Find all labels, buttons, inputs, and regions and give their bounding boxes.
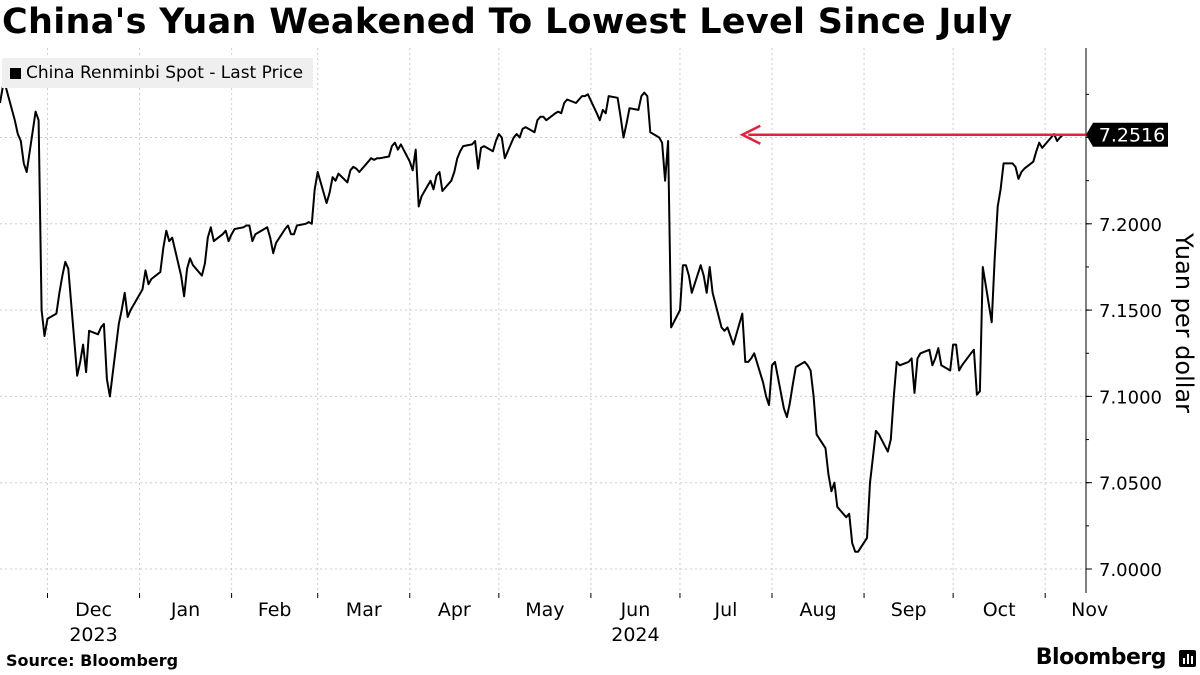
x-tick-label: Sep xyxy=(891,599,927,621)
y-tick-label: 7.2000 xyxy=(1099,215,1162,236)
y-tick-label: 7.0000 xyxy=(1099,560,1162,581)
x-tick-label: Jan xyxy=(170,599,200,621)
source-note: Source: Bloomberg xyxy=(6,651,179,670)
x-year-label: 2024 xyxy=(611,624,659,646)
series-line-cny xyxy=(0,84,1064,553)
chart-title: China's Yuan Weakened To Lowest Level Si… xyxy=(2,2,1013,42)
x-tick-label: Aug xyxy=(799,599,836,621)
legend: China Renminbi Spot - Last Price xyxy=(2,58,314,88)
x-tick-label: Oct xyxy=(983,599,1016,621)
x-tick-label: Mar xyxy=(346,599,382,621)
legend-label: China Renminbi Spot - Last Price xyxy=(26,63,304,83)
x-tick-label: Apr xyxy=(438,599,471,621)
legend-swatch xyxy=(10,67,21,79)
x-tick-label: Jul xyxy=(714,599,738,621)
x-tick-label: May xyxy=(525,599,564,621)
x-tick-label: Feb xyxy=(258,599,292,621)
x-tick-label: Dec xyxy=(75,599,112,621)
x-tick-label: Nov xyxy=(1071,599,1108,621)
last-value-label: 7.2516 xyxy=(1099,125,1165,147)
arrow-head xyxy=(739,124,761,145)
y-tick-label: 7.1500 xyxy=(1099,301,1162,322)
x-tick-label: Jun xyxy=(620,599,651,621)
x-year-label: 2023 xyxy=(69,624,117,646)
y-tick-label: 7.0500 xyxy=(1099,474,1162,495)
y-tick-label: 7.1000 xyxy=(1099,387,1162,408)
brand-logo: Bloomberg xyxy=(1035,645,1167,670)
bloomberg-icon xyxy=(1179,650,1196,667)
last-value-callout xyxy=(1086,122,1168,147)
y-axis-label: Yuan per dollar xyxy=(1170,232,1198,413)
